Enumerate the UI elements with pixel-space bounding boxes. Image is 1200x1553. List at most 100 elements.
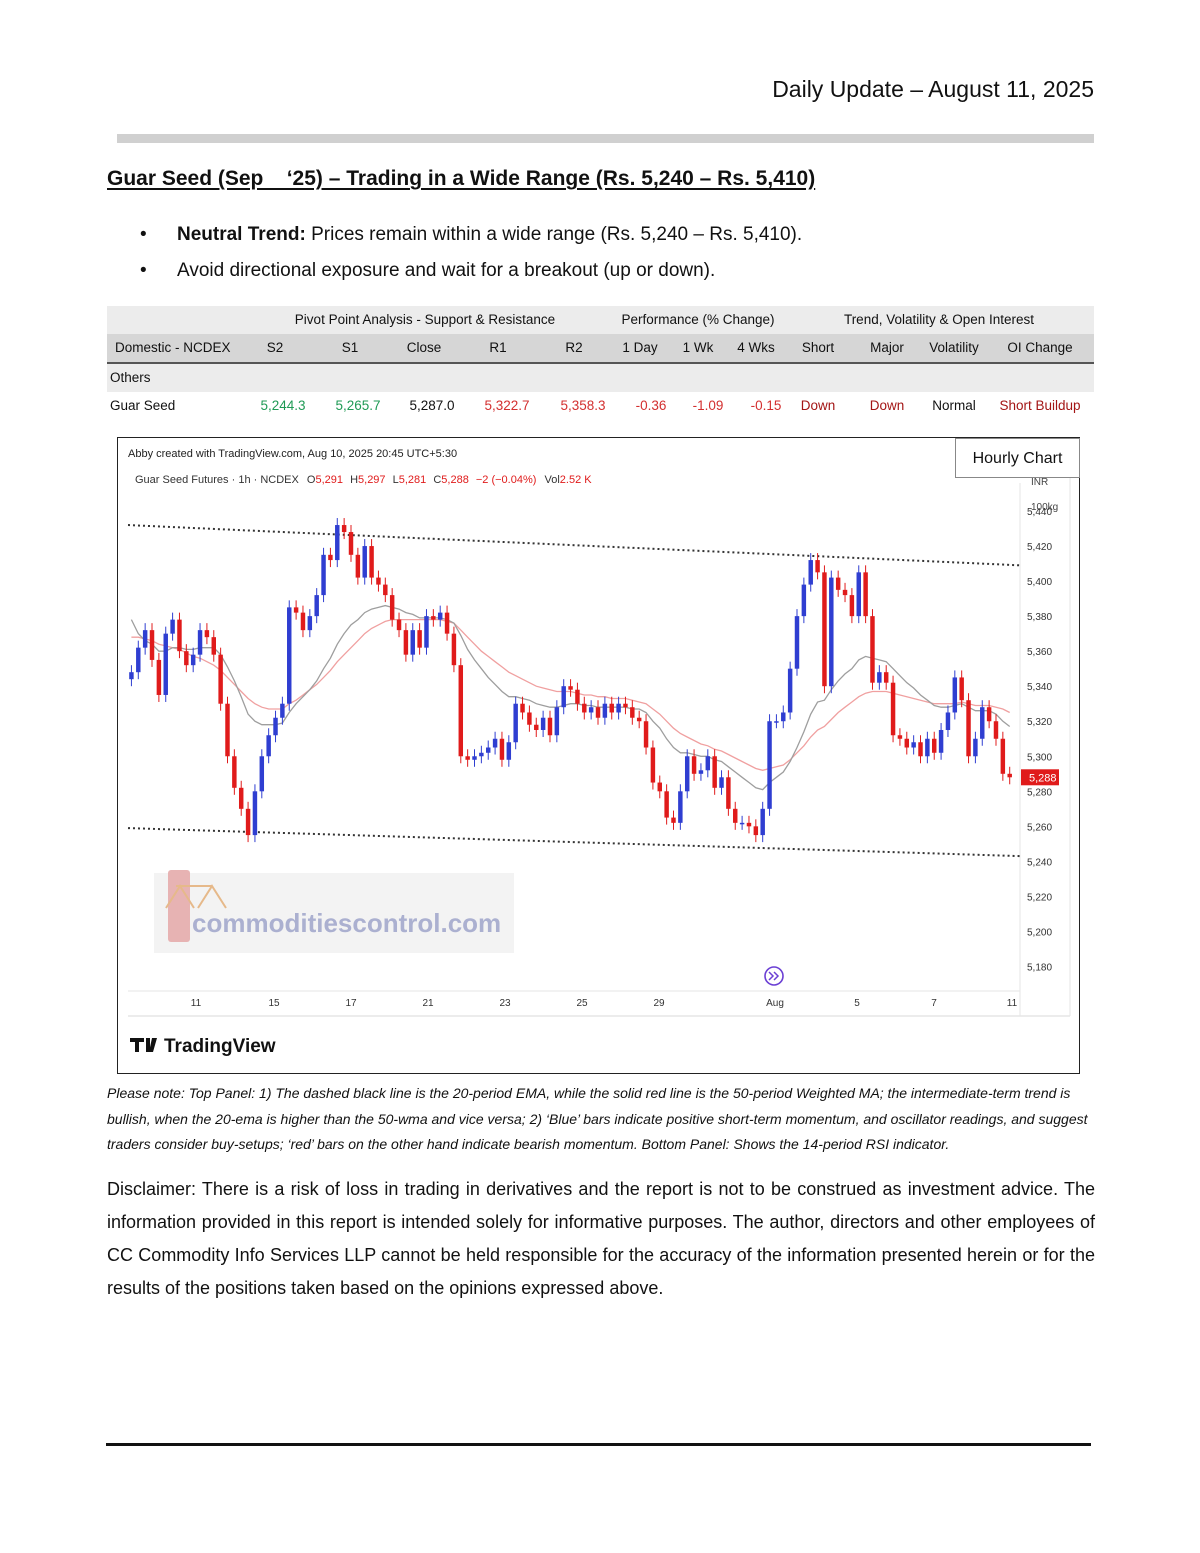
double-chevron-icon — [768, 971, 780, 981]
legend-high: 5,297 — [358, 474, 386, 486]
candle-body — [287, 607, 292, 704]
candle-body — [938, 729, 944, 753]
unit-label-bottom: 100kg — [1031, 502, 1058, 513]
candle-body — [486, 747, 491, 753]
cell-1day: -0.36 — [635, 398, 667, 413]
candle-body — [993, 721, 999, 739]
candle-body — [362, 546, 367, 578]
candle-body — [623, 703, 628, 708]
ema-20-line — [130, 604, 1011, 791]
trendlines — [127, 524, 1021, 858]
cell-major: Down — [869, 398, 905, 413]
candle-body — [829, 577, 834, 687]
col-1day: 1 Day — [622, 340, 658, 355]
candle-body — [561, 686, 566, 708]
candle-body — [767, 721, 772, 809]
table-group-row: Pivot Point Analysis - Support & Resista… — [107, 306, 1094, 334]
candle-body — [266, 735, 271, 757]
candles — [129, 518, 1012, 843]
price-tick-label: 5,380 — [1027, 612, 1052, 623]
candle-body — [856, 572, 861, 617]
legend-volume: 2.52 K — [560, 474, 592, 486]
tradingview-logo-icon — [130, 1038, 157, 1052]
candle-body — [746, 822, 752, 827]
candle-body — [540, 717, 546, 730]
col-r2: R2 — [565, 340, 583, 355]
chart-legend: Guar Seed Futures · 1h · NCDEX O5,291 H5… — [135, 474, 592, 486]
candle-body — [369, 546, 374, 578]
candle-body — [396, 619, 402, 631]
candle-body — [781, 712, 786, 722]
col-volatility: Volatility — [929, 340, 979, 355]
candle-body — [465, 756, 470, 760]
candle-body — [389, 595, 395, 620]
candle-body — [904, 738, 910, 748]
candle-body — [204, 630, 210, 638]
candle-body — [595, 707, 601, 718]
header-divider — [117, 134, 1094, 143]
candle-body — [376, 577, 381, 585]
last-price-background — [1021, 769, 1059, 786]
candle-body — [355, 554, 361, 578]
time-tick-label: 17 — [345, 998, 357, 1009]
candle-body — [911, 742, 916, 748]
candle-body — [328, 554, 333, 561]
candle-body — [321, 554, 326, 596]
key-points: Neutral Trend: Prices remain within a wi… — [140, 220, 802, 292]
goto-realtime-icon[interactable] — [764, 966, 784, 986]
report-date: Daily Update – August 11, 2025 — [772, 76, 1094, 102]
cell-r2: 5,358.3 — [560, 398, 606, 413]
legend-close: 5,288 — [441, 474, 469, 486]
candle-body — [918, 742, 923, 757]
candle-body — [431, 616, 436, 620]
candle-body — [451, 633, 457, 666]
time-tick-label: 29 — [653, 998, 665, 1009]
cell-oi-change: Short Buildup — [999, 398, 1081, 413]
goto-realtime-button[interactable] — [764, 966, 784, 986]
cell-volatility: Normal — [932, 398, 976, 413]
legend-open-label: O — [307, 474, 316, 486]
time-tick-label: 25 — [576, 998, 588, 1009]
price-tick-label: 5,240 — [1027, 857, 1052, 868]
candle-body — [582, 703, 587, 713]
candle-body — [129, 672, 134, 680]
candle-body — [149, 630, 155, 660]
price-chart: Abby created with TradingView.com, Aug 1… — [127, 448, 1071, 1057]
price-tick-label: 5,340 — [1027, 682, 1052, 693]
candle-body — [849, 595, 855, 617]
candle-body — [259, 756, 265, 792]
candle-body — [801, 584, 807, 617]
candle-body — [664, 791, 669, 818]
candle-body — [554, 707, 560, 736]
candle-body — [870, 616, 875, 683]
candle-body — [170, 619, 175, 634]
price-tick-label: 5,420 — [1027, 542, 1052, 553]
candle-body — [190, 654, 196, 666]
candle-body — [527, 712, 532, 725]
candle-body — [952, 677, 958, 713]
price-tick-label: 5,360 — [1027, 647, 1052, 658]
candle-body — [650, 747, 656, 783]
col-oi-change: OI Change — [1007, 340, 1073, 355]
candle-body — [499, 738, 505, 760]
candle-body — [163, 633, 168, 695]
tradingview-logo: TradingView — [130, 1036, 276, 1057]
chart-credit: Abby created with TradingView.com, Aug 1… — [128, 448, 457, 460]
col-market: Domestic - NCDEX — [115, 340, 231, 355]
candle-body — [568, 686, 573, 690]
legend-symbol: Guar Seed Futures · 1h · NCDEX — [135, 474, 300, 486]
candle-body — [218, 654, 223, 704]
candle-body — [671, 817, 676, 823]
candle-body — [774, 721, 779, 723]
candle-body — [245, 808, 251, 836]
candle-body — [863, 572, 868, 617]
candle-body — [932, 738, 937, 753]
key-point-bold: Neutral Trend: — [177, 224, 306, 245]
candle-body — [520, 703, 525, 713]
legend-open: 5,291 — [315, 474, 343, 486]
key-point: Avoid directional exposure and wait for … — [140, 256, 802, 292]
watermark-backdrop — [154, 873, 514, 953]
time-tick-label: 5 — [854, 998, 860, 1009]
price-tick-label: 5,180 — [1027, 962, 1052, 973]
candle-body — [986, 707, 992, 722]
